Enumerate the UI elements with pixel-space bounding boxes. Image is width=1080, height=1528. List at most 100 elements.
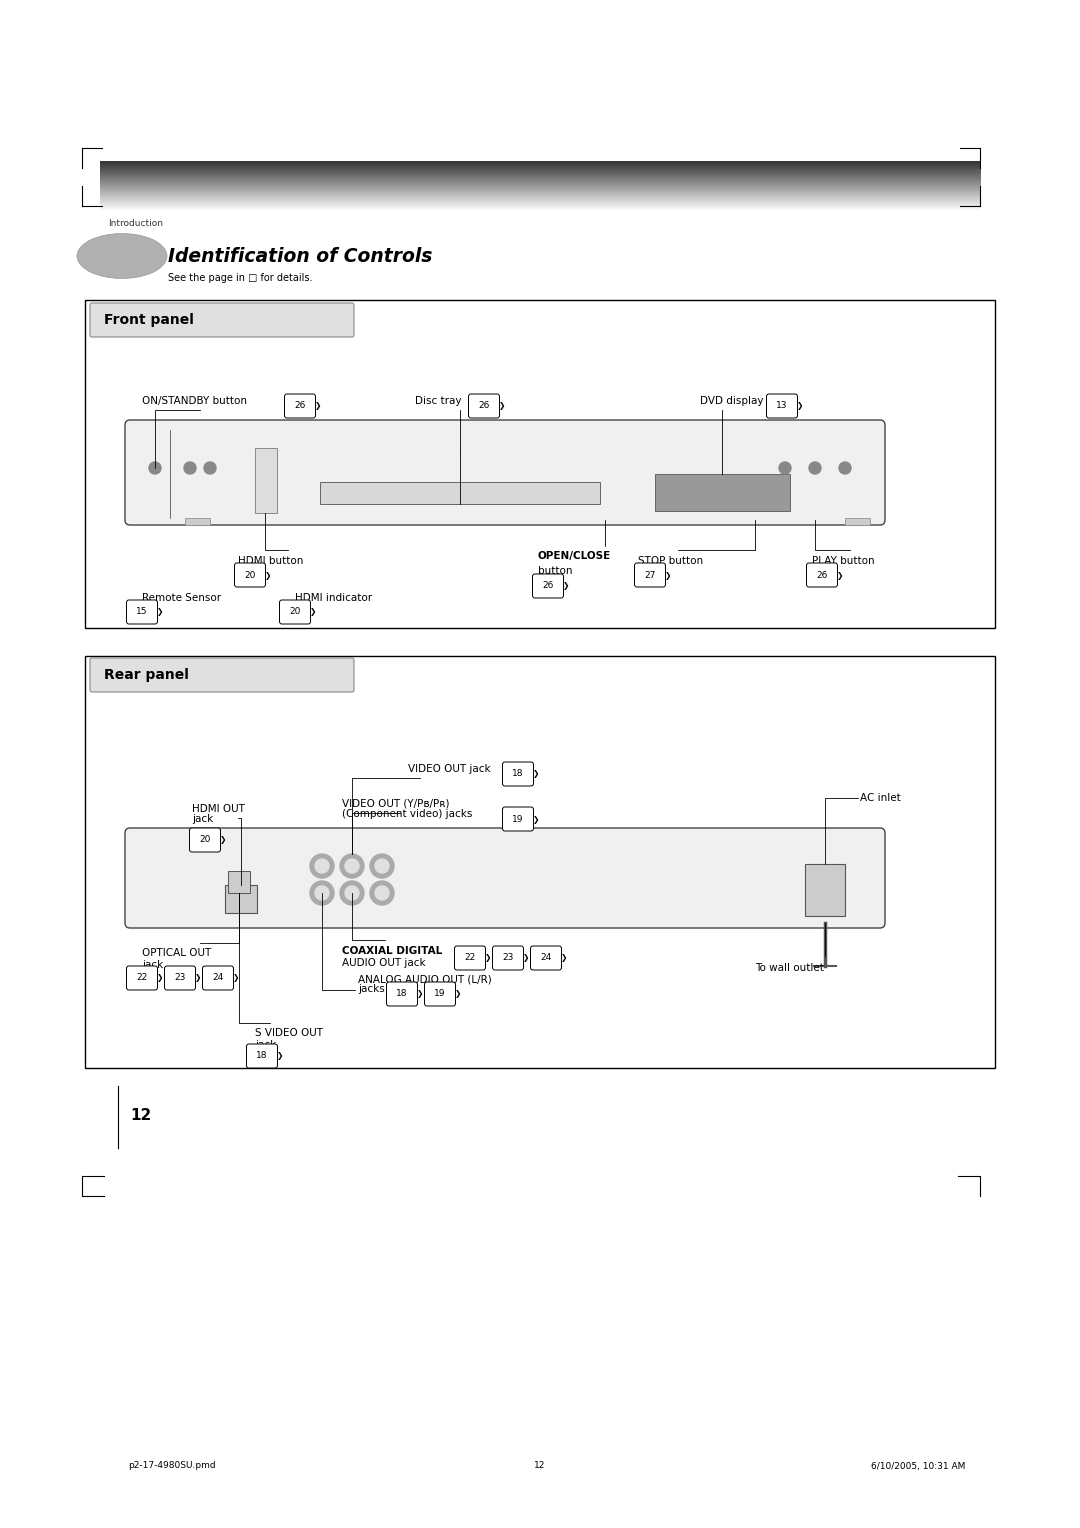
Circle shape bbox=[345, 859, 359, 872]
FancyBboxPatch shape bbox=[164, 966, 195, 990]
Text: 18: 18 bbox=[396, 990, 408, 998]
Text: HDMI OUT: HDMI OUT bbox=[192, 804, 245, 814]
Text: ❯: ❯ bbox=[265, 570, 271, 579]
Text: 24: 24 bbox=[540, 953, 552, 963]
FancyBboxPatch shape bbox=[90, 303, 354, 338]
Text: To wall outlet: To wall outlet bbox=[755, 963, 824, 973]
Text: 27: 27 bbox=[645, 570, 656, 579]
Text: OPEN/CLOSE: OPEN/CLOSE bbox=[538, 552, 611, 561]
Circle shape bbox=[315, 859, 329, 872]
Text: Rear panel: Rear panel bbox=[104, 668, 189, 681]
FancyBboxPatch shape bbox=[502, 762, 534, 785]
Text: ❯: ❯ bbox=[561, 953, 567, 963]
Bar bbox=[320, 481, 600, 504]
Circle shape bbox=[839, 461, 851, 474]
Text: ❯: ❯ bbox=[220, 836, 227, 845]
Bar bbox=[228, 871, 249, 892]
FancyBboxPatch shape bbox=[203, 966, 233, 990]
Bar bbox=[255, 448, 276, 513]
Circle shape bbox=[315, 886, 329, 900]
Text: jacks: jacks bbox=[357, 984, 384, 995]
Text: 26: 26 bbox=[478, 402, 489, 411]
Circle shape bbox=[204, 461, 216, 474]
Text: 23: 23 bbox=[502, 953, 514, 963]
Bar bbox=[185, 518, 210, 526]
FancyBboxPatch shape bbox=[234, 562, 266, 587]
Text: AC inlet: AC inlet bbox=[860, 793, 901, 804]
Text: 12: 12 bbox=[130, 1108, 151, 1123]
Text: ❯: ❯ bbox=[157, 973, 163, 983]
Text: ❯: ❯ bbox=[837, 570, 843, 579]
Text: ❯: ❯ bbox=[485, 953, 491, 963]
Bar bbox=[225, 885, 257, 914]
Text: 23: 23 bbox=[174, 973, 186, 983]
Text: ❯: ❯ bbox=[315, 402, 322, 411]
Text: 26: 26 bbox=[542, 582, 554, 590]
Text: HDMI button: HDMI button bbox=[238, 556, 303, 565]
Text: ❯: ❯ bbox=[534, 814, 539, 824]
Text: ❯: ❯ bbox=[417, 990, 423, 998]
Text: 13: 13 bbox=[777, 402, 787, 411]
FancyBboxPatch shape bbox=[424, 983, 456, 1005]
FancyBboxPatch shape bbox=[532, 575, 564, 597]
Text: 20: 20 bbox=[200, 836, 211, 845]
Text: 20: 20 bbox=[289, 608, 300, 616]
FancyBboxPatch shape bbox=[246, 1044, 278, 1068]
Text: Introduction: Introduction bbox=[108, 219, 163, 228]
Text: ❯: ❯ bbox=[499, 402, 505, 411]
Text: See the page in □ for details.: See the page in □ for details. bbox=[168, 274, 312, 283]
Text: AUDIO OUT jack: AUDIO OUT jack bbox=[342, 958, 426, 969]
FancyBboxPatch shape bbox=[125, 420, 885, 526]
Text: 22: 22 bbox=[136, 973, 148, 983]
Text: COAXIAL DIGITAL: COAXIAL DIGITAL bbox=[342, 946, 442, 957]
Text: S VIDEO OUT: S VIDEO OUT bbox=[255, 1028, 323, 1038]
Bar bbox=[805, 863, 845, 915]
FancyBboxPatch shape bbox=[90, 659, 354, 692]
Circle shape bbox=[370, 854, 394, 879]
Circle shape bbox=[310, 854, 334, 879]
Text: jack: jack bbox=[141, 960, 163, 970]
Text: jack: jack bbox=[255, 1041, 276, 1050]
Circle shape bbox=[779, 461, 791, 474]
Bar bbox=[85, 656, 995, 1068]
Text: 15: 15 bbox=[136, 608, 148, 616]
FancyBboxPatch shape bbox=[767, 394, 797, 419]
FancyBboxPatch shape bbox=[189, 828, 220, 853]
Text: PLAY button: PLAY button bbox=[812, 556, 875, 565]
Text: ❯: ❯ bbox=[563, 582, 569, 590]
Bar bbox=[85, 299, 995, 628]
Text: ❯: ❯ bbox=[665, 570, 672, 579]
Text: ON/STANDBY button: ON/STANDBY button bbox=[141, 396, 247, 406]
Text: ❯: ❯ bbox=[233, 973, 240, 983]
FancyBboxPatch shape bbox=[807, 562, 837, 587]
Text: ❯: ❯ bbox=[523, 953, 529, 963]
Text: (Component video) jacks: (Component video) jacks bbox=[342, 808, 472, 819]
Text: 26: 26 bbox=[295, 402, 306, 411]
Circle shape bbox=[149, 461, 161, 474]
Text: ❯: ❯ bbox=[157, 608, 163, 616]
Circle shape bbox=[345, 886, 359, 900]
Text: 26: 26 bbox=[816, 570, 827, 579]
Text: 22: 22 bbox=[464, 953, 475, 963]
Ellipse shape bbox=[77, 234, 167, 278]
Text: 20: 20 bbox=[244, 570, 256, 579]
FancyBboxPatch shape bbox=[125, 828, 885, 927]
FancyBboxPatch shape bbox=[502, 807, 534, 831]
Text: jack: jack bbox=[192, 814, 213, 824]
Text: ❯: ❯ bbox=[797, 402, 804, 411]
Text: HDMI indicator: HDMI indicator bbox=[295, 593, 373, 604]
FancyBboxPatch shape bbox=[492, 946, 524, 970]
FancyBboxPatch shape bbox=[530, 946, 562, 970]
Text: 24: 24 bbox=[213, 973, 224, 983]
Text: p2-17-4980SU.pmd: p2-17-4980SU.pmd bbox=[129, 1461, 216, 1470]
Text: DVD display: DVD display bbox=[700, 396, 764, 406]
Bar bbox=[654, 474, 789, 510]
Text: 18: 18 bbox=[256, 1051, 268, 1060]
Text: Front panel: Front panel bbox=[104, 313, 194, 327]
Text: 19: 19 bbox=[434, 990, 446, 998]
Text: VIDEO OUT (Y/Pʙ/Pʀ): VIDEO OUT (Y/Pʙ/Pʀ) bbox=[342, 799, 449, 808]
Text: Identification of Controls: Identification of Controls bbox=[168, 246, 432, 266]
Text: 12: 12 bbox=[535, 1461, 545, 1470]
Text: ANALOG AUDIO OUT (L/R): ANALOG AUDIO OUT (L/R) bbox=[357, 973, 491, 984]
Circle shape bbox=[340, 882, 364, 905]
